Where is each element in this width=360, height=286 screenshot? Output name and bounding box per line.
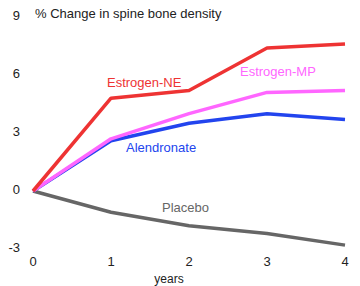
series-line — [33, 191, 345, 245]
x-axis-label: years — [154, 272, 183, 286]
series-line — [33, 90, 345, 191]
y-tick-label: 0 — [13, 182, 20, 197]
x-tick-label: 3 — [263, 254, 270, 269]
y-tick-label: 6 — [13, 66, 20, 81]
series-label: Estrogen-NE — [107, 75, 182, 90]
x-tick-label: 0 — [29, 254, 36, 269]
series-label: Estrogen-MP — [240, 64, 316, 79]
x-tick-label: 4 — [341, 254, 348, 269]
series-line — [33, 44, 345, 191]
y-tick-label: 9 — [13, 8, 20, 23]
y-tick-label: -3 — [8, 240, 20, 255]
series-label: Placebo — [162, 200, 209, 215]
plot-lines — [33, 44, 345, 245]
y-tick-label: 3 — [13, 124, 20, 139]
series-line — [33, 114, 345, 191]
x-tick-label: 2 — [185, 254, 192, 269]
title: % Change in spine bone density — [35, 6, 222, 21]
series-label: Alendronate — [126, 140, 196, 155]
chart: % Change in spine bone density -3 0 3 6 9 0 1 2 3… — [0, 0, 360, 286]
x-tick-label: 1 — [107, 254, 114, 269]
